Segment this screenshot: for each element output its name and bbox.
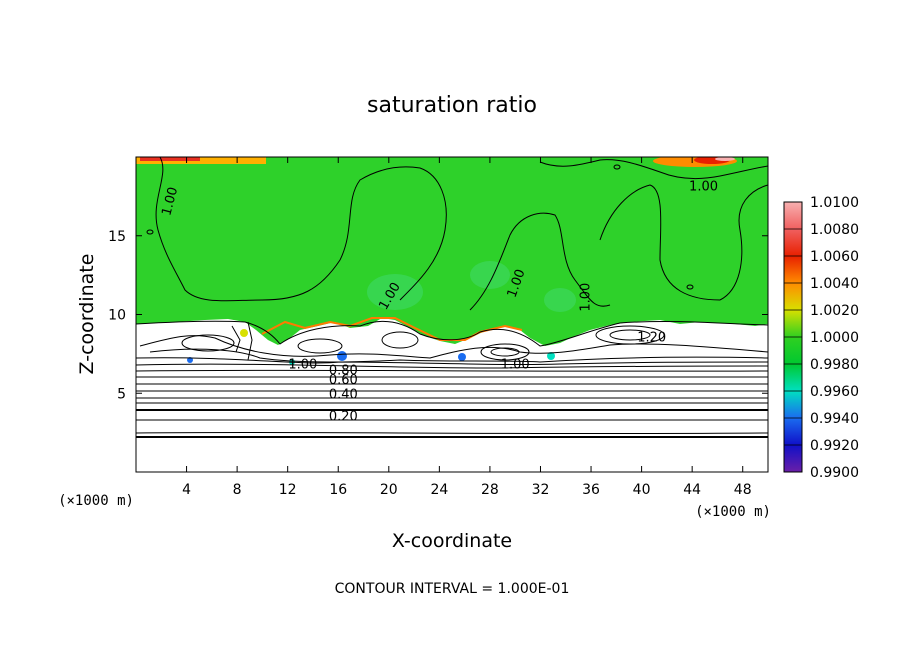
colorbar-segment — [784, 202, 802, 229]
moist-patch — [544, 288, 576, 312]
top-warm-band — [140, 157, 200, 161]
contour-label: 1.00 — [689, 179, 718, 194]
colorbar-label: 0.9960 — [810, 384, 859, 400]
dry-spot — [458, 353, 466, 361]
x-tick-label: 44 — [683, 482, 701, 498]
colorbar-label: 0.9940 — [810, 411, 859, 427]
colorbar-label: 1.0060 — [810, 249, 859, 265]
dry-spot — [547, 352, 555, 360]
colorbar-segment — [784, 256, 802, 283]
colorbar-segment — [784, 364, 802, 391]
contour-label: 0.20 — [329, 409, 358, 424]
colorbar-label: 1.0020 — [810, 303, 859, 319]
colorbar-label: 0.9920 — [810, 438, 859, 454]
supersaturated-field — [136, 157, 768, 346]
contour-label: 1.00 — [501, 357, 530, 372]
colorbar-segment — [784, 283, 802, 310]
colorbar-segment — [784, 391, 802, 418]
colorbar-label: 1.0080 — [810, 222, 859, 238]
y-axis-label: Z-coordinate — [76, 254, 98, 375]
colorbar-segment — [784, 418, 802, 445]
colorbar-segment — [784, 337, 802, 364]
contour-lines — [136, 157, 768, 439]
moist-patch — [470, 261, 510, 289]
contour-interval-note: CONTOUR INTERVAL = 1.000E-01 — [335, 581, 570, 597]
contour-label: 0.80 — [329, 364, 358, 379]
colorbar-segment — [784, 229, 802, 256]
x-tick-label: 12 — [279, 482, 297, 498]
colorbar-label: 0.9900 — [810, 465, 859, 481]
dry-spot — [240, 329, 248, 337]
x-tick-label: 32 — [532, 482, 550, 498]
x-tick-label: 8 — [233, 482, 242, 498]
x-axis-unit-left: (×1000 m) — [58, 493, 134, 509]
moist-patch — [367, 274, 423, 310]
colorbar-segment — [784, 445, 802, 472]
colorbar-label: 1.0100 — [810, 195, 859, 211]
x-tick-label: 36 — [582, 482, 600, 498]
colorbar-label: 0.9980 — [810, 357, 859, 373]
y-tick-label: 10 — [108, 308, 126, 324]
colorbar-label: 1.0040 — [810, 276, 859, 292]
x-axis-unit-right: (×1000 m) — [695, 504, 771, 520]
contour-label: 0.60 — [329, 373, 358, 388]
colorbar-segment — [784, 310, 802, 337]
y-tick-label: 15 — [108, 229, 126, 245]
top-warm-band — [136, 157, 266, 164]
x-tick-label: 16 — [329, 482, 347, 498]
chart-title: saturation ratio — [367, 93, 537, 118]
y-axis-ticks: 5 10 15 — [108, 229, 768, 402]
field-layer — [136, 157, 768, 439]
top-warm-spot — [715, 157, 735, 161]
x-tick-label: 4 — [182, 482, 191, 498]
x-tick-label: 40 — [633, 482, 651, 498]
contour-label: 1.20 — [637, 331, 666, 346]
x-tick-label: 20 — [380, 482, 398, 498]
x-tick-label: 28 — [481, 482, 499, 498]
contour-label: 0.40 — [329, 387, 358, 402]
colorbar-label: 1.0000 — [810, 330, 859, 346]
contour-label: 1.00 — [579, 283, 594, 312]
dry-spot — [337, 351, 347, 361]
contour-label: 1.00 — [288, 357, 317, 372]
colorbar: 0.9900 0.9920 0.9940 0.9960 0.9980 1.0000 1.00… — [783, 195, 859, 481]
x-axis-ticks: 4 8 12 16 20 24 28 32 36 40 44 48 — [182, 157, 752, 498]
contour-labels: 1.001.001.001.00 1.00 1.001.201.00 0.800.60… — [159, 179, 718, 424]
contour-label: 1.00 — [159, 186, 181, 218]
x-tick-label: 48 — [734, 482, 752, 498]
x-tick-label: 24 — [430, 482, 448, 498]
y-tick-label: 5 — [117, 386, 126, 402]
plot-area — [135, 156, 769, 473]
x-axis-label: X-coordinate — [392, 530, 512, 552]
